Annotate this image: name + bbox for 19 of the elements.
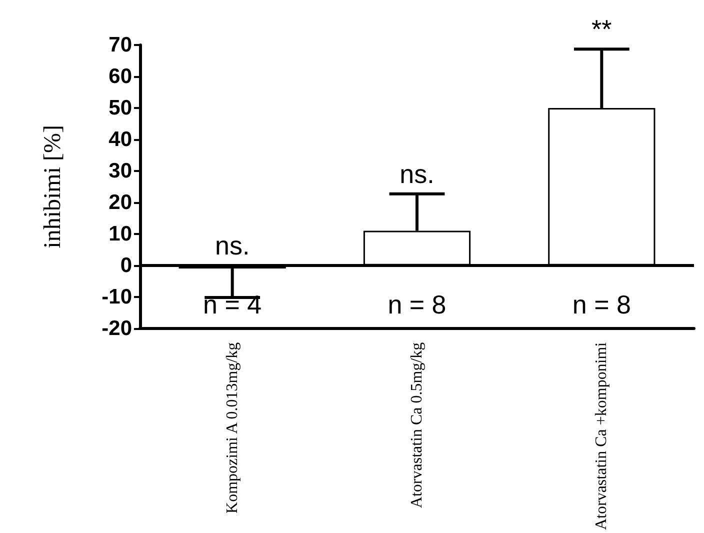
y-tick-label: 50 — [108, 96, 132, 120]
y-axis-title: inhibimi [%] — [40, 125, 66, 248]
y-tick-label: 0 — [120, 254, 132, 277]
annotation: ns. — [400, 158, 434, 189]
x-tick-label: Atorvastatin Ca 0.5mg/kg — [408, 342, 426, 508]
x-tick-label: Atorvastatin Ca +komponimi — [593, 342, 610, 530]
x-tick-label: Kompozimi A 0.013mg/kg — [224, 342, 241, 514]
y-tick-label: -20 — [102, 316, 132, 340]
y-tick-label: 20 — [108, 190, 132, 214]
text: ** — [592, 14, 612, 44]
y-tick-label: 40 — [108, 128, 132, 151]
y-tick-label: 10 — [108, 222, 132, 246]
y-tick-label: -10 — [102, 285, 132, 308]
annotation: n = 8 — [388, 289, 446, 320]
y-tick-label: 70 — [108, 34, 132, 56]
y-tick-label: 30 — [108, 159, 132, 182]
annotation: ns. — [214, 230, 250, 260]
y-tick-label: 60 — [108, 64, 132, 88]
annotation: n = 8 — [572, 289, 631, 320]
